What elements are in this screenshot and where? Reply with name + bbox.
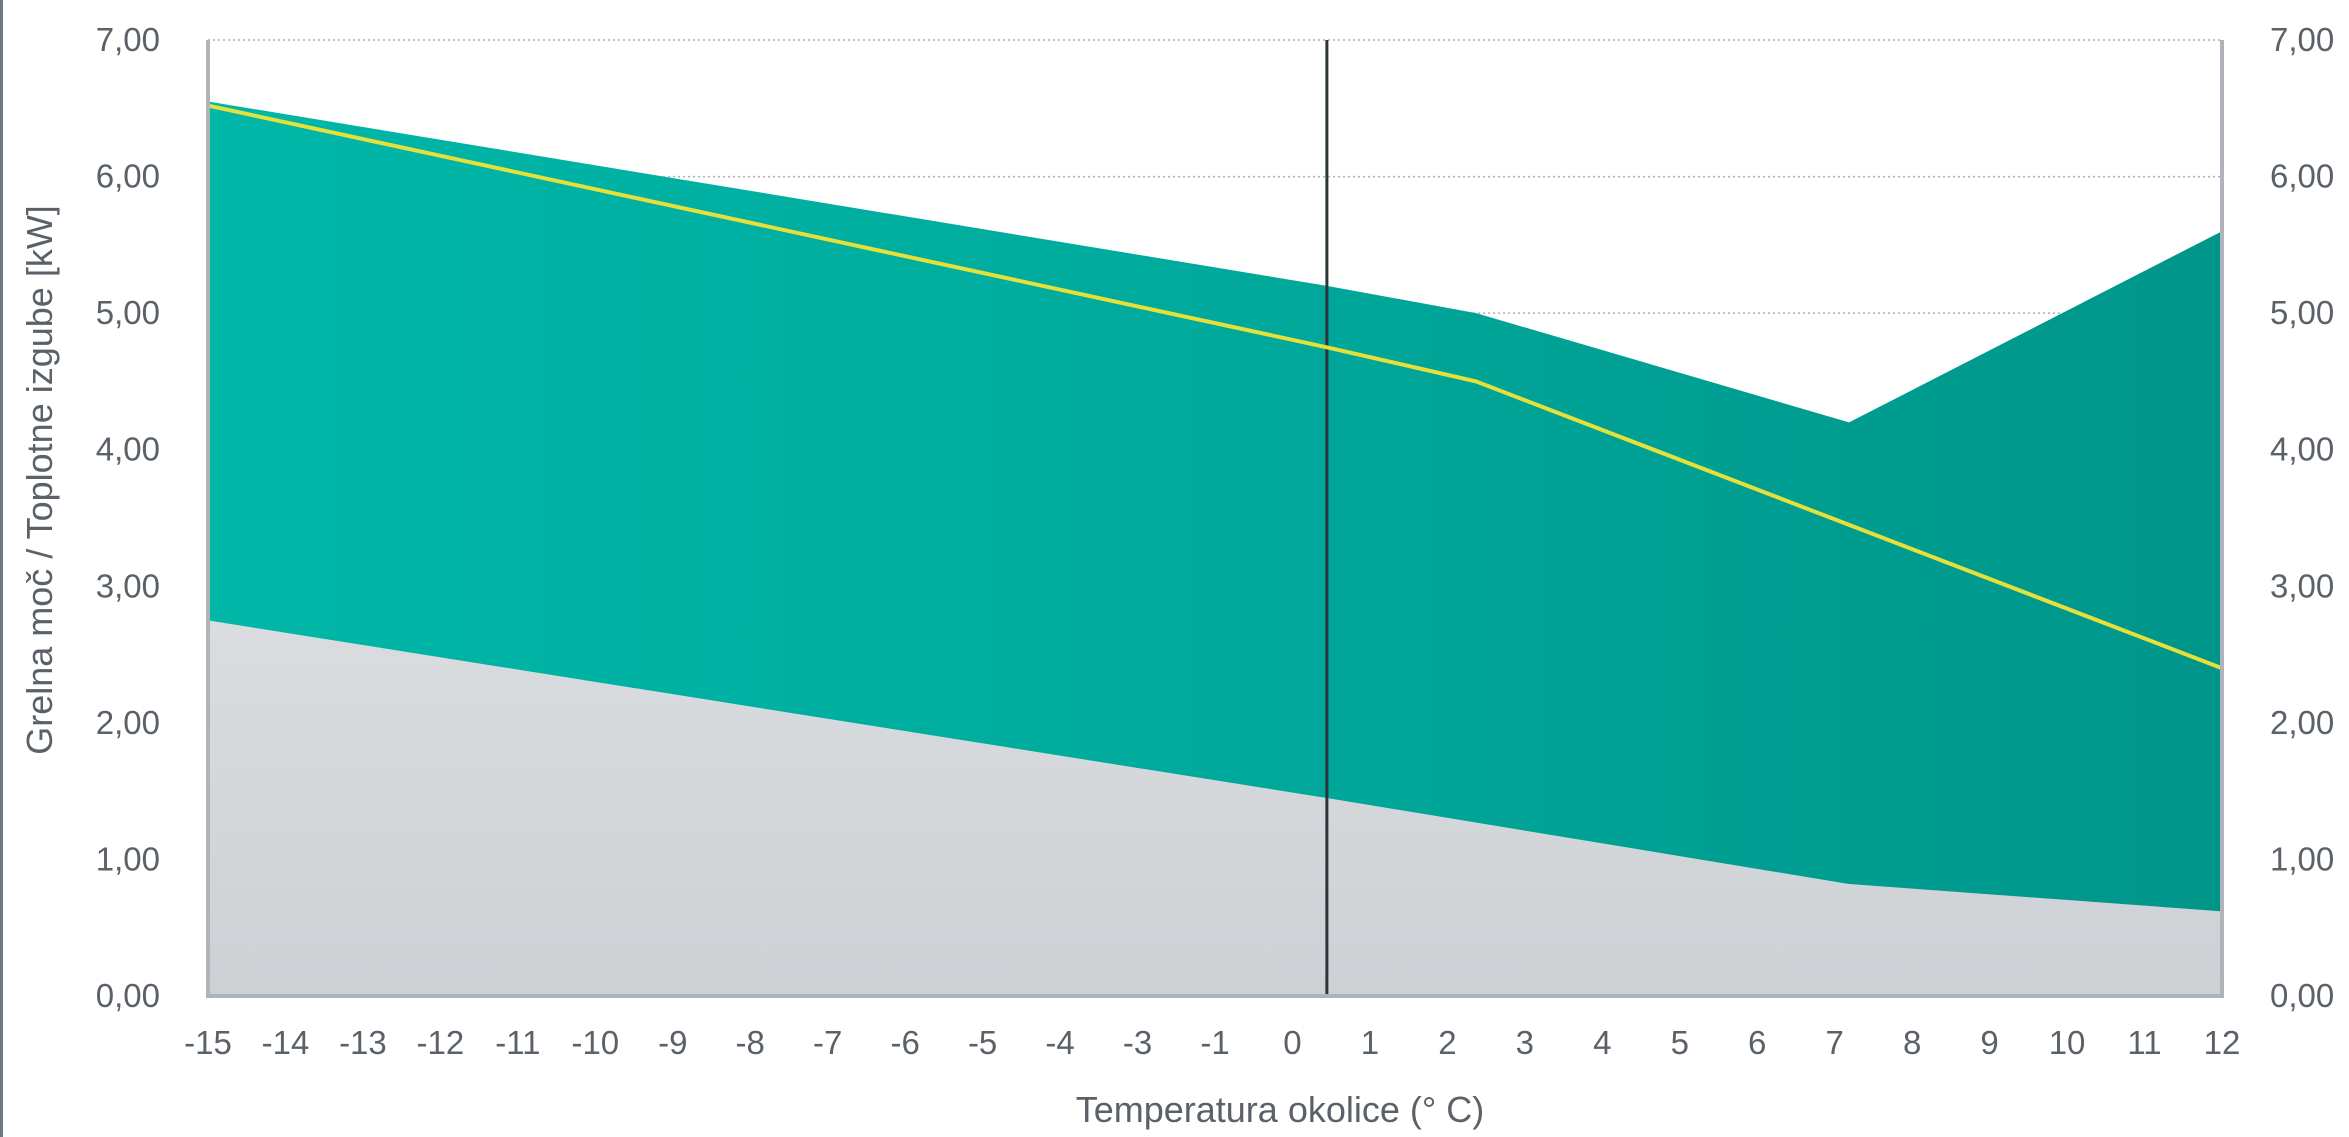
x-tick-label: 1 xyxy=(1361,1024,1379,1061)
y-tick-label-right: 0,00 xyxy=(2270,977,2334,1014)
x-tick-labels: -15 -14 -13 -12 -11 -10 -9 -8 -7 -6 -5 -4 -3 -1 0 1 2 3 4 5… xyxy=(184,1024,2240,1061)
y-tick-label-left: 2,00 xyxy=(96,704,160,741)
y-tick-label-left: 0,00 xyxy=(96,977,160,1014)
x-tick-label: 0 xyxy=(1283,1024,1301,1061)
x-tick-label: -7 xyxy=(813,1024,842,1061)
x-tick-label: 2 xyxy=(1438,1024,1456,1061)
x-tick-label: -14 xyxy=(262,1024,310,1061)
x-tick-label: 3 xyxy=(1516,1024,1534,1061)
base-area xyxy=(208,620,2222,996)
y-tick-label-left: 1,00 xyxy=(96,840,160,877)
axes xyxy=(206,40,2224,998)
y-tick-label-right: 7,00 xyxy=(2270,21,2334,58)
x-tick-label: -11 xyxy=(495,1024,540,1061)
x-tick-label: 7 xyxy=(1826,1024,1844,1061)
y-tick-label-left: 6,00 xyxy=(96,158,160,195)
x-axis-title: Temperatura okolice (° C) xyxy=(1076,1089,1485,1130)
y-tick-label-left: 7,00 xyxy=(96,21,160,58)
x-tick-label: 11 xyxy=(2127,1024,2161,1061)
y-tick-label-right: 5,00 xyxy=(2270,294,2334,331)
y-tick-label-right: 6,00 xyxy=(2270,158,2334,195)
x-tick-label: -5 xyxy=(968,1024,997,1061)
x-tick-label: -15 xyxy=(184,1024,232,1061)
x-tick-label: 8 xyxy=(1903,1024,1921,1061)
x-tick-label: -6 xyxy=(890,1024,919,1061)
y-tick-label-left: 4,00 xyxy=(96,431,160,468)
x-tick-label: -13 xyxy=(339,1024,387,1061)
x-tick-label: -3 xyxy=(1123,1024,1152,1061)
x-tick-label: -9 xyxy=(658,1024,687,1061)
x-tick-label: 6 xyxy=(1748,1024,1766,1061)
left-frame-edge xyxy=(0,0,3,1137)
x-tick-label: -10 xyxy=(571,1024,619,1061)
x-tick-label: 9 xyxy=(1980,1024,1998,1061)
y-tick-label-right: 4,00 xyxy=(2270,431,2334,468)
x-tick-label: -8 xyxy=(736,1024,765,1061)
y-tick-label-right: 2,00 xyxy=(2270,704,2334,741)
x-tick-label: -1 xyxy=(1200,1024,1229,1061)
x-tick-label: -12 xyxy=(417,1024,465,1061)
y-tick-label-right: 1,00 xyxy=(2270,840,2334,877)
x-tick-label: 12 xyxy=(2204,1024,2241,1061)
y-tick-labels-right: 0,00 1,00 2,00 3,00 4,00 5,00 6,00 7,00 xyxy=(2270,21,2334,1014)
x-tick-label: 10 xyxy=(2049,1024,2086,1061)
y-axis-title: Grelna moč / Toplotne izgube [kW] xyxy=(19,205,60,755)
x-tick-label: -4 xyxy=(1045,1024,1074,1061)
y-tick-labels-left: 0,00 1,00 2,00 3,00 4,00 5,00 6,00 7,00 xyxy=(96,21,160,1014)
x-tick-label: 5 xyxy=(1671,1024,1689,1061)
y-tick-label-left: 5,00 xyxy=(96,294,160,331)
y-tick-label-right: 3,00 xyxy=(2270,567,2334,604)
x-tick-label: 4 xyxy=(1593,1024,1611,1061)
y-tick-label-left: 3,00 xyxy=(96,567,160,604)
heat-loss-line xyxy=(207,103,2223,671)
